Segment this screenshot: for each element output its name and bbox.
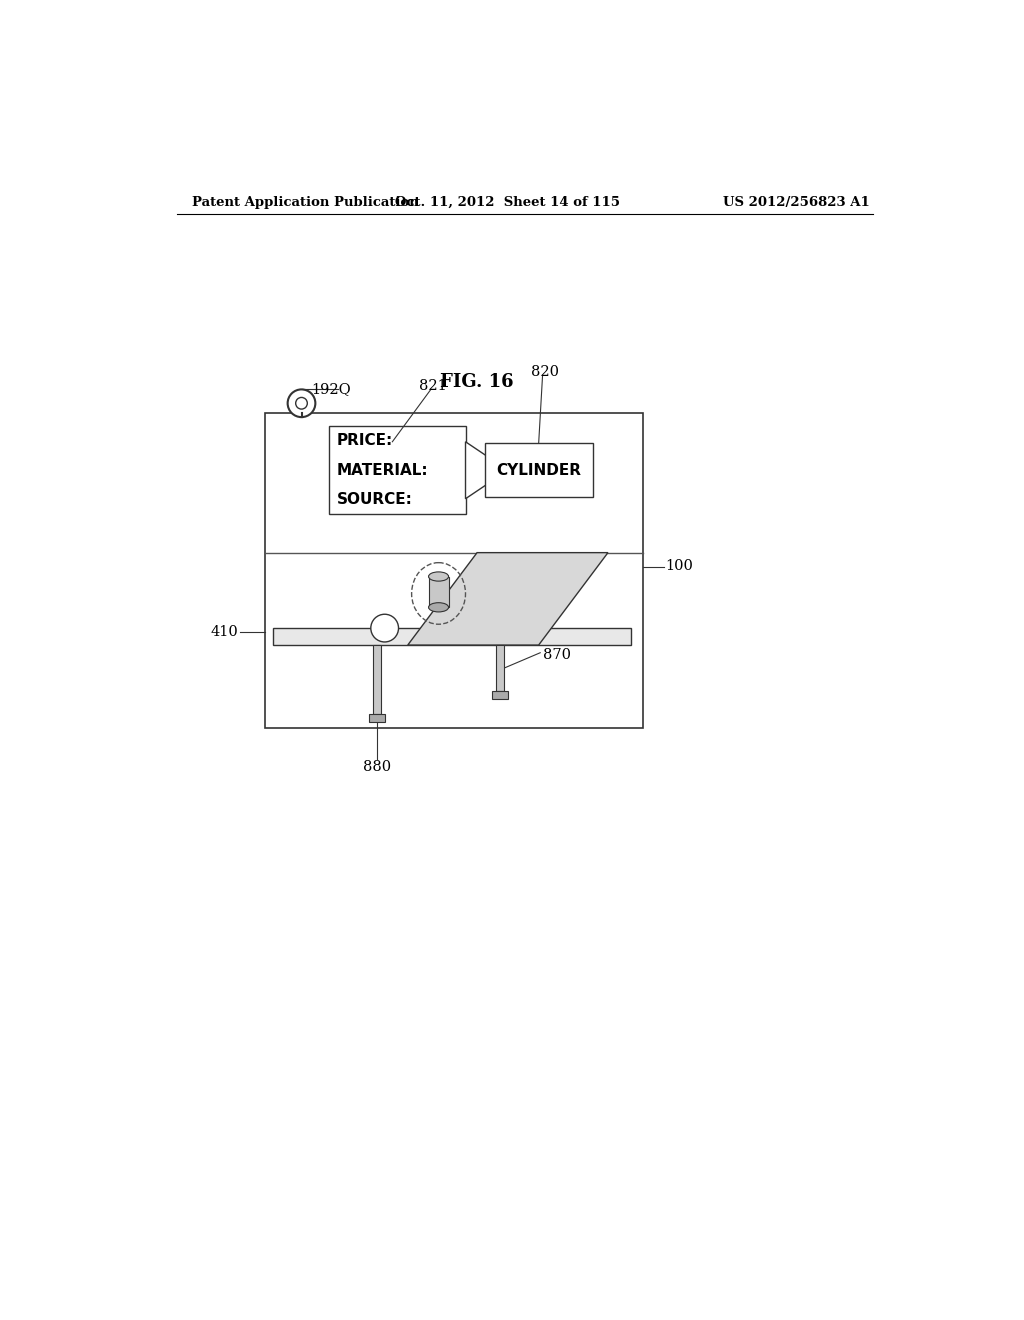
Text: US 2012/256823 A1: US 2012/256823 A1 xyxy=(723,195,869,209)
Text: 870: 870 xyxy=(543,648,570,663)
Text: MATERIAL:: MATERIAL: xyxy=(337,463,429,478)
Ellipse shape xyxy=(429,572,449,581)
Circle shape xyxy=(371,614,398,642)
Text: FIG. 16: FIG. 16 xyxy=(440,372,514,391)
Circle shape xyxy=(296,397,307,409)
Text: Oct. 11, 2012  Sheet 14 of 115: Oct. 11, 2012 Sheet 14 of 115 xyxy=(395,195,621,209)
Bar xyxy=(484,444,593,498)
Text: 821: 821 xyxy=(419,379,447,392)
Text: 192Q: 192Q xyxy=(311,383,351,396)
Bar xyxy=(273,628,631,645)
Bar xyxy=(373,645,381,714)
Text: 410: 410 xyxy=(211,624,239,639)
Bar xyxy=(265,412,643,729)
Polygon shape xyxy=(466,442,508,499)
Text: 820: 820 xyxy=(531,366,559,379)
Bar xyxy=(429,577,449,607)
Bar xyxy=(493,692,508,700)
Polygon shape xyxy=(408,553,608,645)
Bar xyxy=(330,426,466,515)
Text: SOURCE:: SOURCE: xyxy=(337,492,413,507)
Text: CYLINDER: CYLINDER xyxy=(497,463,582,478)
Text: PRICE:: PRICE: xyxy=(337,433,393,449)
Text: Patent Application Publication: Patent Application Publication xyxy=(193,195,419,209)
Text: 880: 880 xyxy=(362,760,391,774)
Text: 100: 100 xyxy=(666,560,693,573)
Ellipse shape xyxy=(429,603,449,612)
Bar xyxy=(497,645,504,692)
Bar xyxy=(370,714,385,722)
Circle shape xyxy=(288,389,315,417)
